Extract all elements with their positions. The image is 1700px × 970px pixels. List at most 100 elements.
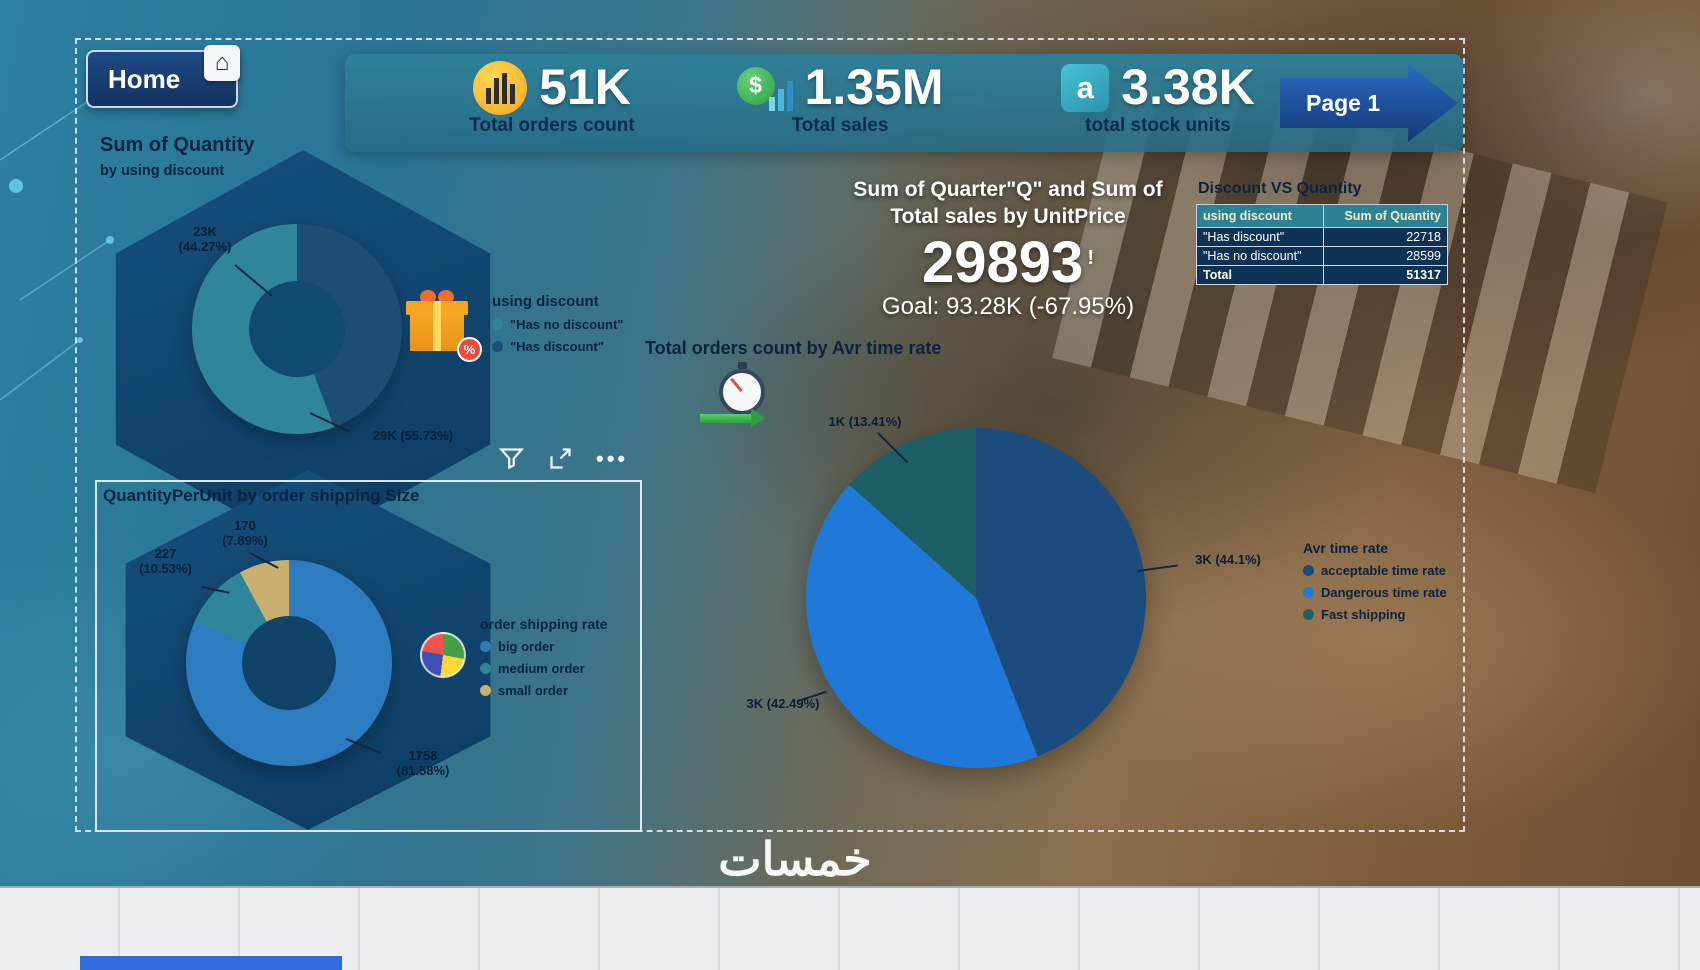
kpi-total-stock[interactable]: a 3.38K total stock units: [1033, 60, 1283, 137]
stock-icon: a: [1061, 63, 1110, 112]
legend-dot-icon: [480, 685, 491, 696]
legend-title: Avr time rate: [1303, 540, 1389, 556]
shipping-donut-chart[interactable]: [186, 560, 392, 766]
kpi-total-sales[interactable]: $ 1.35M Total sales: [725, 60, 955, 137]
time-pie-title: Total orders count by Avr time rate: [645, 338, 942, 358]
legend-dot-icon: [492, 341, 503, 352]
slice-label: 3K (42.49%): [746, 696, 820, 711]
discount-percent-badge-icon: %: [457, 337, 482, 362]
kpi-label: total stock units: [1085, 115, 1231, 136]
sales-kpi-title: Sum of Quarter"Q" and Sum of Total sales…: [853, 178, 1163, 229]
legend-dot-icon: [492, 319, 503, 330]
table-row[interactable]: "Has no discount" 28599: [1196, 246, 1449, 266]
bottom-blue-bar: [80, 956, 342, 970]
pie-chart-icon: [420, 632, 466, 678]
sales-icon: $: [736, 61, 793, 115]
legend-item[interactable]: Dangerous time rate: [1303, 585, 1447, 600]
column-header[interactable]: using discount: [1196, 204, 1324, 228]
dollar-coin-icon: $: [736, 66, 775, 105]
legend-label: Dangerous time rate: [1321, 585, 1447, 600]
more-options-icon[interactable]: •••: [596, 445, 629, 471]
row-value: 22718: [1322, 227, 1449, 247]
shipping-donut-title: QuantityPerUnit by order shipping Size: [103, 486, 420, 505]
visual-toolbar: •••: [498, 445, 628, 472]
time-rate-pie-chart[interactable]: [806, 428, 1146, 768]
home-label: Home: [108, 63, 181, 94]
focus-mode-icon[interactable]: [547, 445, 574, 472]
legend-dot-icon: [1303, 587, 1314, 598]
home-icon[interactable]: ⌂: [204, 45, 240, 81]
kpi-value: 3.38K: [1121, 59, 1255, 115]
discount-table: using discount Sum of Quantity "Has disc…: [1196, 204, 1449, 285]
kpi-label: Total sales: [791, 115, 889, 136]
sales-kpi-value: 29893!: [822, 229, 1194, 295]
column-header[interactable]: Sum of Quantity: [1322, 204, 1449, 228]
legend-title: order shipping rate: [480, 616, 608, 632]
legend-dot-icon: [480, 663, 491, 674]
kpi-alert-icon: !: [1087, 246, 1094, 269]
row-value: 28599: [1322, 246, 1449, 266]
table-row[interactable]: "Has discount" 22718: [1196, 227, 1449, 247]
legend-dot-icon: [1303, 565, 1314, 576]
row-label: Total: [1196, 265, 1324, 285]
table-total-row[interactable]: Total 51317: [1196, 265, 1449, 285]
report-selection-border: [75, 38, 1465, 832]
discount-donut-chart[interactable]: [192, 224, 402, 434]
kpi-banner: 51K Total orders count $ 1.35M Total sal…: [345, 54, 1463, 152]
legend-item[interactable]: "Has no discount": [492, 317, 623, 332]
slice-label: 1K (13.41%): [828, 414, 902, 429]
legend-item[interactable]: small order: [480, 683, 608, 698]
slice-label: 23K (44.27%): [178, 224, 232, 254]
table-header-row: using discount Sum of Quantity: [1196, 204, 1449, 228]
row-label: "Has no discount": [1196, 246, 1324, 266]
stopwatch-icon: [718, 362, 766, 418]
time-rate-legend: Avr time rate acceptable time rate Dange…: [1303, 540, 1447, 622]
slice-label: 29K (55.73%): [372, 428, 454, 443]
discount-table-title: Discount VS Quantity: [1198, 180, 1362, 197]
kpi-number: 29893: [922, 229, 1084, 295]
discount-donut-subtitle: by using discount: [100, 163, 225, 179]
discount-donut-title: Sum of Quantity: [100, 134, 255, 156]
kpi-value: 1.35M: [804, 59, 944, 115]
legend-title: using discount: [492, 293, 599, 310]
legend-label: big order: [498, 639, 555, 654]
sales-goal-kpi[interactable]: Sum of Quarter"Q" and Sum of Total sales…: [822, 176, 1194, 321]
legend-label: medium order: [498, 661, 585, 676]
page-1-nav-arrow[interactable]: Page 1: [1280, 64, 1458, 142]
shipping-visual-frame: [95, 480, 642, 832]
legend-item[interactable]: acceptable time rate: [1303, 563, 1447, 578]
green-arrow-icon: [700, 408, 765, 428]
legend-item[interactable]: "Has discount": [492, 339, 623, 354]
gift-icon: %: [400, 290, 482, 362]
sales-kpi-goal: Goal: 93.28K (-67.95%): [881, 293, 1135, 321]
legend-dot-icon: [1303, 609, 1314, 620]
discount-legend: using discount "Has no discount" "Has di…: [492, 293, 623, 354]
sales-bars-icon: [768, 80, 793, 111]
spreadsheet-strip: [0, 886, 1700, 970]
legend-label: "Has discount": [510, 339, 604, 354]
home-button[interactable]: Home ⌂: [86, 45, 240, 108]
kpi-total-orders[interactable]: 51K Total orders count: [427, 60, 677, 137]
watermark-text: خمسات: [718, 833, 872, 885]
slice-label: 3K (44.1%): [1195, 552, 1261, 567]
orders-icon: [473, 60, 528, 115]
row-label: "Has discount": [1196, 227, 1324, 247]
row-value: 51317: [1322, 265, 1449, 285]
legend-label: small order: [498, 683, 569, 698]
legend-dot-icon: [480, 641, 491, 652]
filter-icon[interactable]: [498, 445, 525, 472]
slice-label: 170 (7.89%): [222, 518, 268, 548]
legend-label: "Has no discount": [510, 317, 624, 332]
legend-label: Fast shipping: [1321, 607, 1406, 622]
legend-item[interactable]: medium order: [480, 661, 608, 676]
legend-item[interactable]: big order: [480, 639, 608, 654]
slice-label: 227 (10.53%): [139, 546, 192, 576]
kpi-value: 51K: [539, 59, 631, 115]
page-label: Page 1: [1306, 89, 1381, 116]
slice-label: 1758 (81.58%): [396, 748, 450, 778]
legend-label: acceptable time rate: [1321, 563, 1447, 578]
shipping-legend: order shipping rate big order medium ord…: [480, 616, 608, 698]
legend-item[interactable]: Fast shipping: [1303, 607, 1447, 622]
kpi-label: Total orders count: [469, 115, 635, 136]
